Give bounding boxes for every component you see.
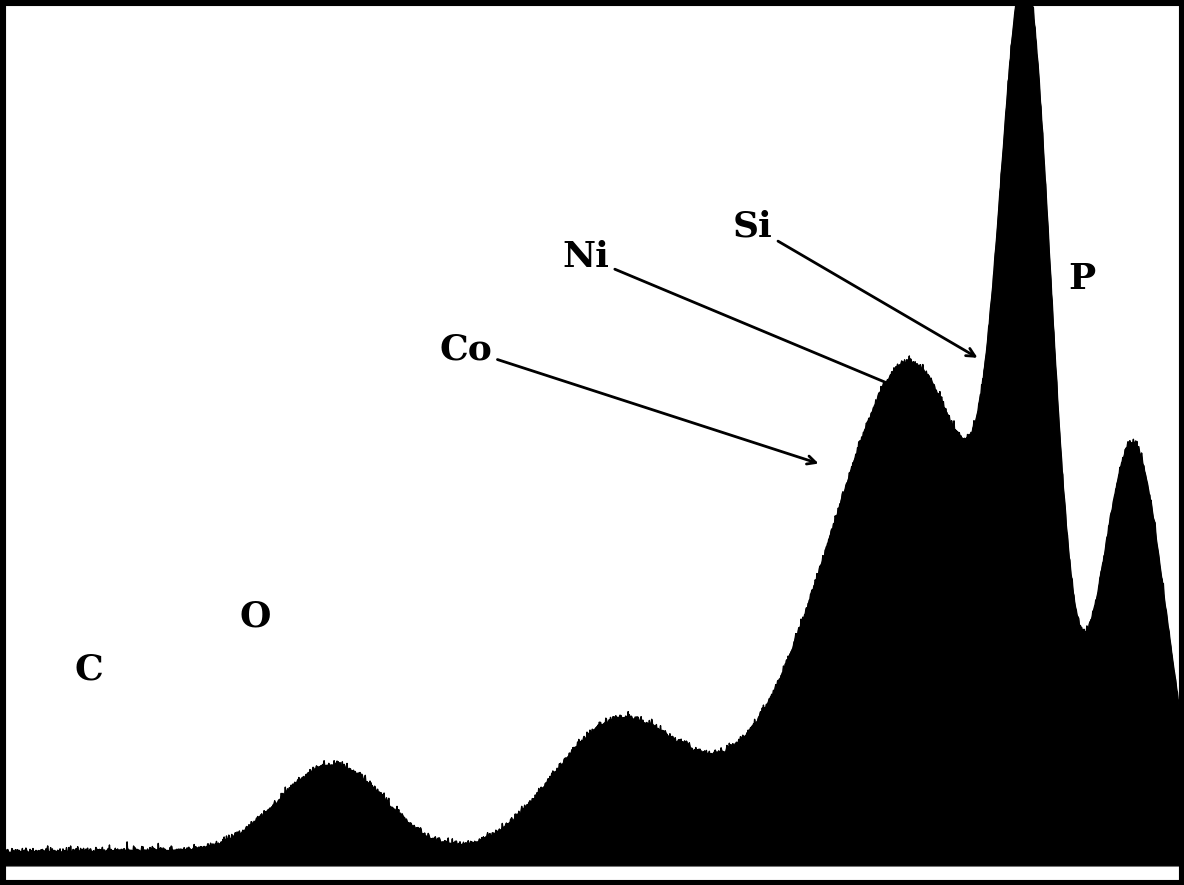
Text: P: P [1068,262,1095,296]
Text: Co: Co [439,332,816,464]
Text: C: C [75,652,103,686]
Text: O: O [239,600,271,634]
Text: Ni: Ni [562,240,899,389]
Text: Si: Si [733,210,974,357]
